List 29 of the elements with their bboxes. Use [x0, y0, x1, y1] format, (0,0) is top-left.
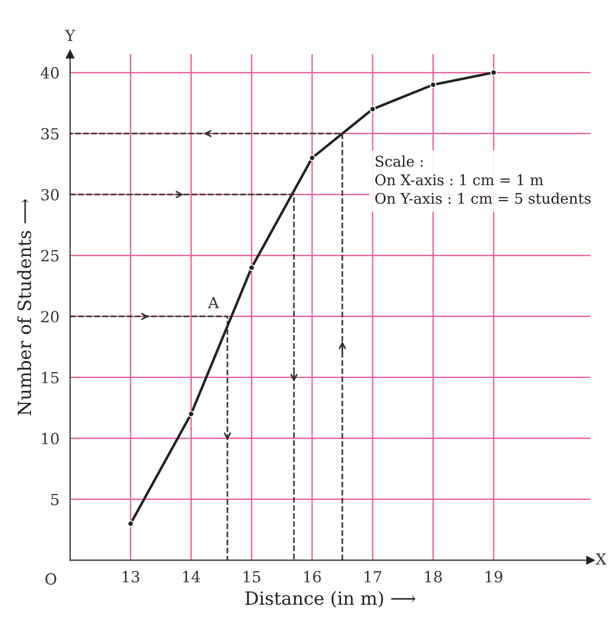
- y-axis-title: Number of Students ⟶: [17, 199, 32, 416]
- x-tick-label: 18: [425, 570, 442, 582]
- x-axis-title: Distance (in m) ⟶: [245, 590, 416, 608]
- point: [490, 69, 497, 76]
- y-tick-label: 15: [42, 372, 59, 384]
- point: [430, 81, 436, 88]
- y-tick-label: 35: [41, 128, 59, 140]
- y-tick-label: 40: [40, 67, 59, 79]
- point: [248, 264, 255, 271]
- x-tick-label: 13: [122, 570, 140, 582]
- y-tick-label: 25: [41, 250, 59, 262]
- point: [127, 520, 134, 527]
- annotation: A: [208, 296, 220, 308]
- point: [369, 106, 376, 112]
- text: Y: [64, 30, 76, 41]
- y-tick-label: 10: [42, 432, 59, 444]
- text: X: [596, 553, 606, 564]
- x-tick-label: 17: [364, 570, 382, 582]
- x-tick-label: 16: [304, 570, 321, 582]
- text: O: [45, 573, 56, 585]
- x-tick-label: 14: [183, 570, 200, 582]
- y-tick-label: 20: [41, 310, 59, 322]
- x-tick-label: 19: [486, 570, 502, 582]
- y-tick-label: 5: [51, 494, 59, 506]
- annotation: Scale : On X-axis : 1 cm = 1 m On Y-axis : 1 cm = 5 students: [375, 155, 591, 204]
- point: [188, 410, 194, 418]
- y-tick-label: 30: [41, 188, 59, 201]
- x-tick-label: 15: [244, 570, 260, 582]
- point: [308, 154, 316, 162]
